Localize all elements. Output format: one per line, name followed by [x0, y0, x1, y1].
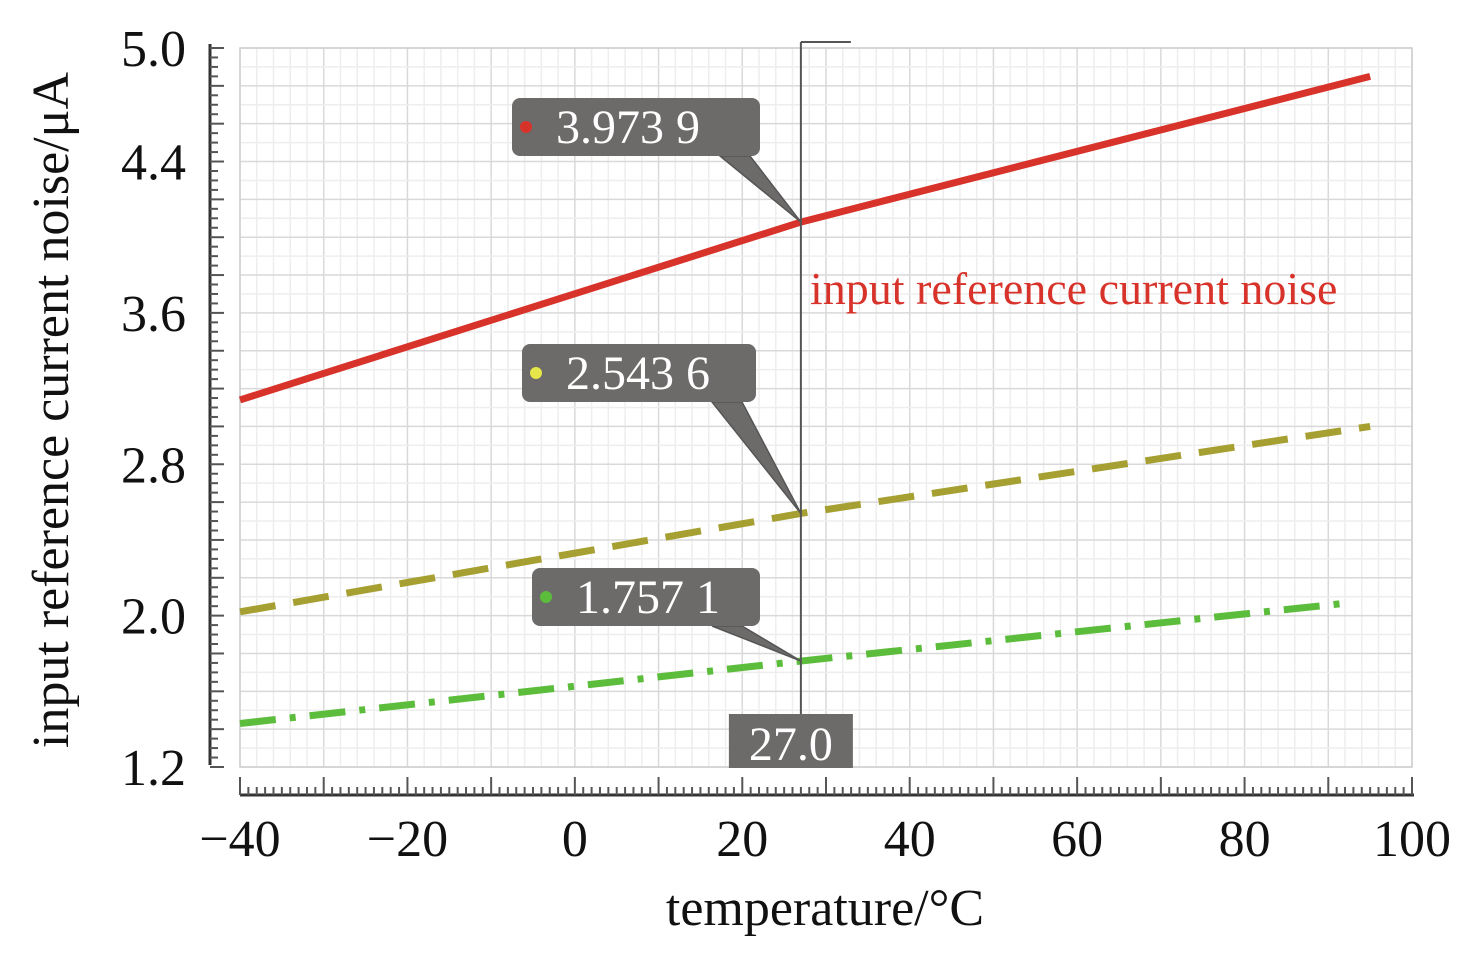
- callout-marker-icon: [530, 367, 542, 379]
- series-line-2: [239, 422, 1371, 616]
- x-tick-label: 20: [716, 811, 768, 868]
- callout-1: 3.973 9: [512, 98, 802, 223]
- series-annotation: input reference current noise: [810, 263, 1337, 314]
- callout-value: 1.757 1: [576, 571, 720, 624]
- x-axis-title: temperature/°C: [666, 880, 984, 937]
- y-tick-label: 3.6: [121, 286, 186, 343]
- callout-value: 3.973 9: [556, 101, 700, 154]
- cursor-label-box: [728, 714, 853, 768]
- x-tick-label: 0: [562, 811, 588, 868]
- x-axis-ticks: −40 −20 0 20 40 60 80 100: [199, 811, 1451, 868]
- series-lines: [238, 72, 1372, 727]
- y-axis-title: input reference current noise/μA: [23, 71, 80, 748]
- y-tick-label: 1.2: [121, 740, 186, 797]
- callout-value: 2.543 6: [566, 347, 710, 400]
- y-tick-label: 2.0: [121, 589, 186, 646]
- callout-3: 1.757 1: [532, 568, 802, 662]
- callout-box: [532, 568, 760, 626]
- cursor: 27.0: [728, 41, 853, 771]
- callout-box: [522, 344, 756, 402]
- x-tick-label: 80: [1219, 811, 1271, 868]
- y-axis-ticks: 5.0 4.4 3.6 2.8 2.0 1.2: [121, 21, 186, 797]
- axes: [208, 44, 1414, 797]
- x-tick-label: 100: [1373, 811, 1451, 868]
- callout-box: [512, 98, 760, 156]
- callout-pointer: [717, 155, 802, 223]
- callout-2: 2.543 6: [522, 344, 802, 514]
- y-tick-label: 4.4: [121, 135, 186, 192]
- callout-marker-icon: [540, 591, 552, 603]
- callouts: 3.973 9 2.543 6 1.757 1: [512, 98, 802, 662]
- callout-marker-icon: [520, 121, 532, 133]
- x-tick-label: 60: [1051, 811, 1103, 868]
- x-tick-label: −20: [367, 811, 448, 868]
- grid: [239, 47, 1413, 768]
- y-tick-label: 5.0: [121, 21, 186, 78]
- cursor-label: 27.0: [749, 718, 833, 771]
- x-tick-label: 40: [884, 811, 936, 868]
- y-tick-label: 2.8: [121, 437, 186, 494]
- x-tick-label: −40: [199, 811, 280, 868]
